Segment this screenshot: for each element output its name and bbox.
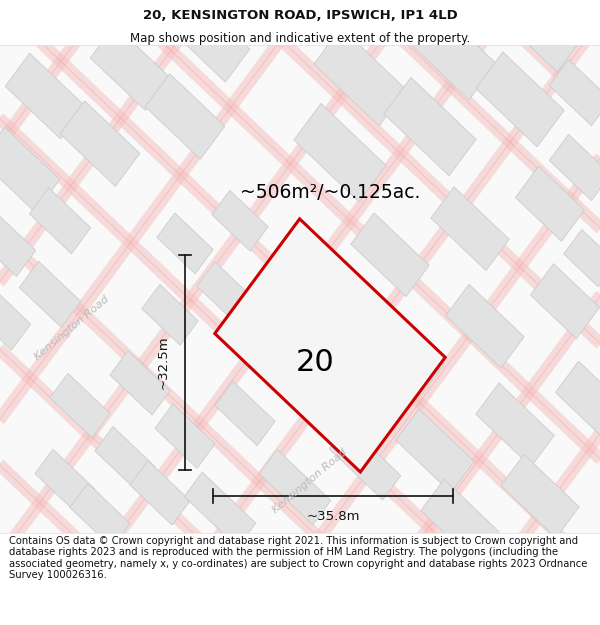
Text: Contains OS data © Crown copyright and database right 2021. This information is : Contains OS data © Crown copyright and d… [9, 536, 587, 581]
Polygon shape [145, 74, 225, 159]
Polygon shape [70, 483, 130, 548]
Polygon shape [351, 213, 429, 297]
Polygon shape [446, 284, 524, 368]
Polygon shape [294, 104, 386, 202]
Polygon shape [90, 25, 170, 111]
Polygon shape [496, 0, 584, 72]
Polygon shape [95, 427, 155, 491]
Text: Kensington Road: Kensington Road [33, 294, 111, 362]
Text: 20, KENSINGTON ROAD, IPSWICH, IP1 4LD: 20, KENSINGTON ROAD, IPSWICH, IP1 4LD [143, 9, 457, 22]
Polygon shape [157, 213, 213, 274]
Polygon shape [170, 0, 250, 82]
Polygon shape [476, 52, 564, 147]
Polygon shape [421, 479, 499, 563]
Polygon shape [110, 351, 170, 415]
Polygon shape [431, 187, 509, 271]
Polygon shape [314, 28, 406, 126]
Text: ~506m²/~0.125ac.: ~506m²/~0.125ac. [240, 183, 420, 202]
Polygon shape [0, 127, 60, 212]
Polygon shape [155, 404, 215, 468]
Polygon shape [259, 449, 331, 525]
Polygon shape [197, 262, 253, 322]
Polygon shape [384, 78, 476, 176]
Polygon shape [35, 449, 95, 514]
Polygon shape [556, 361, 600, 436]
Polygon shape [0, 211, 36, 276]
Polygon shape [404, 1, 496, 100]
Polygon shape [329, 424, 401, 500]
Text: ~35.8m: ~35.8m [306, 510, 360, 523]
Text: Map shows position and indicative extent of the property.: Map shows position and indicative extent… [130, 32, 470, 46]
Polygon shape [50, 373, 110, 438]
Polygon shape [530, 264, 599, 339]
Polygon shape [19, 261, 81, 328]
Text: ~32.5m: ~32.5m [157, 336, 170, 389]
Text: 20: 20 [296, 348, 334, 377]
Polygon shape [549, 59, 600, 126]
Polygon shape [396, 409, 474, 492]
Polygon shape [501, 454, 579, 538]
Text: Kensington Road: Kensington Road [271, 448, 349, 516]
Polygon shape [549, 134, 600, 201]
Polygon shape [184, 472, 256, 548]
Polygon shape [366, 311, 444, 395]
Polygon shape [476, 383, 554, 467]
Polygon shape [215, 219, 445, 472]
Polygon shape [142, 284, 198, 345]
Polygon shape [515, 166, 584, 241]
Polygon shape [215, 381, 275, 446]
Polygon shape [60, 101, 140, 186]
Polygon shape [564, 229, 600, 287]
Polygon shape [0, 284, 31, 350]
Polygon shape [29, 188, 91, 254]
Polygon shape [5, 53, 85, 139]
Polygon shape [212, 191, 268, 251]
Polygon shape [130, 461, 190, 525]
